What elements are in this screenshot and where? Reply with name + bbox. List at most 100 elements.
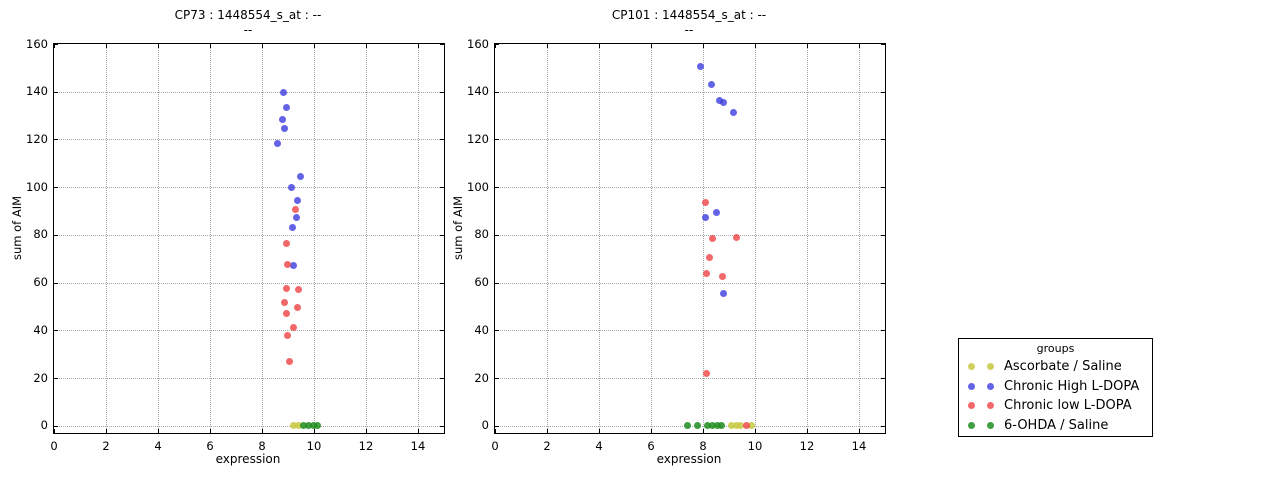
data-point <box>728 422 736 430</box>
plot-title-line2: -- <box>243 23 253 37</box>
v-gridline <box>418 44 419 433</box>
x-axis-label: expression <box>656 452 722 466</box>
data-point <box>292 213 300 221</box>
y-tick-label: 20 <box>474 370 489 385</box>
legend-marker-dot <box>987 421 994 429</box>
y-tick-mark <box>495 282 499 284</box>
data-point <box>293 196 301 204</box>
x-tick-label: 0 <box>491 439 499 453</box>
x-tick-mark <box>807 44 808 48</box>
plot-title-line1: CP73 : 1448554_s_at : -- <box>174 8 322 22</box>
y-tick-mark <box>495 91 499 93</box>
x-tick-mark <box>651 429 652 433</box>
data-point <box>280 89 288 97</box>
x-tick-mark <box>547 429 548 433</box>
data-point <box>280 125 288 133</box>
x-tick-mark <box>106 429 107 433</box>
h-gridline <box>495 282 885 284</box>
data-point <box>703 269 711 277</box>
y-tick-mark <box>495 378 499 380</box>
data-point <box>704 422 712 430</box>
x-tick-mark <box>807 429 808 433</box>
y-tick-mark <box>881 378 885 380</box>
x-tick-label: 12 <box>358 439 374 453</box>
data-point <box>713 422 721 430</box>
y-tick-label: 160 <box>467 36 489 51</box>
y-tick-label: 80 <box>474 227 489 242</box>
data-point <box>733 233 741 241</box>
data-point <box>709 235 717 242</box>
y-tick-label: 100 <box>467 179 489 194</box>
y-tick-label: 100 <box>26 179 48 194</box>
h-gridline <box>54 330 444 332</box>
x-tick-label: 6 <box>206 439 214 453</box>
x-tick-label: 14 <box>410 439 426 453</box>
y-tick-mark <box>54 282 58 284</box>
y-tick-label: 40 <box>474 322 489 337</box>
v-gridline <box>158 44 159 433</box>
plot-title-cp101: CP101 : 1448554_s_at : -- -- <box>494 8 884 38</box>
legend-entry: Ascorbate / Saline <box>959 357 1152 377</box>
y-tick-mark <box>440 282 444 284</box>
legend-entry-label: Chronic low L-DOPA <box>1004 398 1132 414</box>
x-tick-mark <box>262 429 263 433</box>
x-tick-label: 6 <box>647 439 655 453</box>
x-tick-mark <box>755 429 756 433</box>
x-tick-label: 12 <box>799 439 815 453</box>
y-tick-label: 0 <box>481 418 489 433</box>
h-gridline <box>54 282 444 284</box>
x-tick-mark <box>314 44 315 48</box>
x-tick-label: 8 <box>258 439 266 453</box>
data-point <box>719 289 727 297</box>
data-point <box>693 422 701 430</box>
y-tick-mark <box>440 187 444 189</box>
h-gridline <box>495 187 885 189</box>
data-point <box>296 172 304 180</box>
x-axis-label: expression <box>215 452 281 466</box>
legend-marker-dot <box>987 363 994 371</box>
data-point <box>295 286 303 294</box>
x-tick-mark <box>859 44 860 48</box>
x-tick-mark <box>54 429 55 433</box>
y-tick-label: 140 <box>467 84 489 99</box>
x-tick-mark <box>158 44 159 48</box>
x-tick-mark <box>495 429 496 433</box>
v-gridline <box>262 44 263 433</box>
data-point <box>313 422 321 430</box>
data-point <box>747 422 755 430</box>
x-tick-mark <box>755 44 756 48</box>
h-gridline <box>54 91 444 93</box>
y-tick-mark <box>440 44 444 45</box>
x-tick-mark <box>366 429 367 433</box>
data-point <box>282 103 290 111</box>
data-point <box>283 331 291 339</box>
x-tick-mark <box>54 44 55 48</box>
x-tick-mark <box>262 44 263 48</box>
data-point <box>697 63 705 71</box>
x-tick-mark <box>495 44 496 48</box>
y-tick-mark <box>495 187 499 189</box>
data-point <box>719 273 727 281</box>
h-gridline <box>495 378 885 380</box>
y-tick-mark <box>881 44 885 45</box>
y-tick-mark <box>495 330 499 332</box>
legend-entry-label: Ascorbate / Saline <box>1004 359 1122 375</box>
y-tick-label: 160 <box>26 36 48 51</box>
h-gridline <box>54 234 444 236</box>
x-tick-mark <box>547 44 548 48</box>
axes-cp101: 0 2 4 6 8 10 12 14 0 20 40 60 80 100 120 140 160 <box>467 37 886 453</box>
y-tick-mark <box>440 139 444 141</box>
legend-entry: Chronic low L-DOPA <box>959 396 1152 416</box>
plot-title-line2: -- <box>684 23 694 37</box>
v-gridline <box>210 44 211 433</box>
y-tick-label: 60 <box>474 275 489 290</box>
y-tick-mark <box>54 378 58 380</box>
data-point <box>702 213 710 221</box>
y-tick-mark <box>440 378 444 380</box>
data-point <box>280 299 288 307</box>
v-gridline <box>366 44 367 433</box>
axes-cp73: 0 2 4 6 8 10 12 14 0 20 40 60 80 100 120 140 160 <box>26 37 445 453</box>
y-tick-mark <box>881 330 885 332</box>
legend-entry: Chronic High L-DOPA <box>959 377 1152 397</box>
x-tick-mark <box>314 429 315 433</box>
